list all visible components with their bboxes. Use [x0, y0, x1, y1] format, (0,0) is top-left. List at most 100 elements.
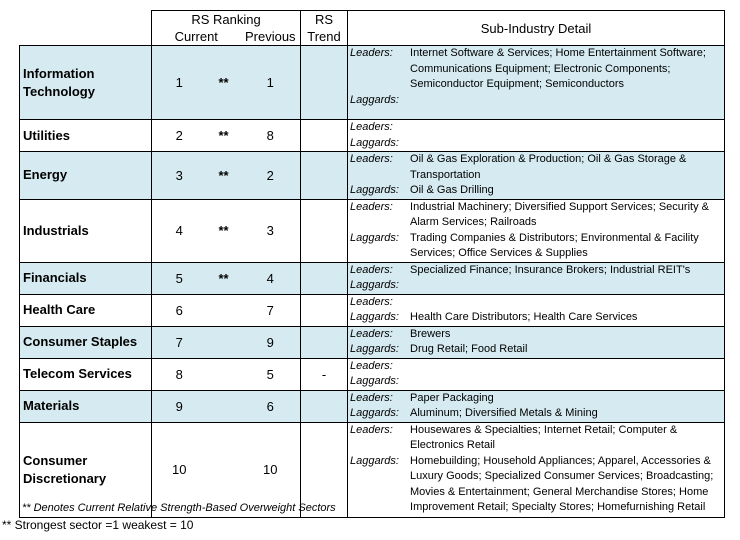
leaders-text — [410, 295, 724, 311]
laggards-text — [410, 93, 724, 109]
laggards-text: Oil & Gas Drilling — [410, 184, 494, 196]
laggards-text: Drug Retail; Food Retail — [410, 343, 528, 355]
leaders-group: Leaders: Specialized Finance; Insurance B… — [348, 263, 724, 279]
leaders-group: Leaders: Brewers — [348, 327, 724, 343]
laggards-group: Laggards: Oil & Gas Drilling — [348, 183, 724, 199]
laggards-text — [410, 278, 724, 294]
sector-name: Consumer Staples — [19, 325, 152, 359]
rs-trend — [300, 325, 348, 359]
footnote-scale: ** Strongest sector =1 weakest = 10 — [2, 518, 194, 532]
current-rank: 1 — [151, 45, 207, 120]
overweight-marker: ** — [206, 45, 241, 120]
leaders-label: Leaders: — [350, 359, 393, 372]
table-body: Information Technology 1 ** 1 Leaders: Intern… — [19, 45, 726, 518]
leaders-text: Housewares & Specialties; Internet Retai… — [410, 423, 678, 452]
previous-rank: 7 — [240, 293, 301, 327]
rs-trend: - — [300, 357, 348, 391]
current-rank: 8 — [151, 357, 207, 391]
laggards-group: Laggards: — [348, 136, 724, 152]
leaders-group: Leaders: Internet Software & Services; Ho… — [348, 46, 724, 93]
table-row: Financials 5 ** 4 Leaders: Specialized Financ… — [19, 261, 726, 295]
sector-name: Health Care — [19, 293, 152, 327]
overweight-marker — [206, 325, 241, 359]
leaders-label: Leaders: — [350, 391, 393, 404]
current-rank: 6 — [151, 293, 207, 327]
sector-name: Industrials — [19, 198, 152, 263]
rs-ranking-table: RS Ranking RS Sub-Industry Detail Curren… — [19, 10, 726, 518]
header-rs-ranking: RS Ranking — [150, 10, 301, 28]
current-rank: 5 — [151, 261, 207, 295]
table-row: Information Technology 1 ** 1 Leaders: Intern… — [19, 45, 726, 120]
leaders-group: Leaders: — [348, 295, 724, 311]
sector-name: Consumer Discretionary — [19, 421, 152, 518]
leaders-text: Brewers — [410, 327, 451, 340]
overweight-marker: ** — [206, 261, 241, 295]
laggards-text: Aluminum; Diversified Metals & Mining — [410, 407, 598, 419]
laggards-label: Laggards: — [350, 375, 399, 387]
previous-rank: 6 — [240, 389, 301, 423]
header-trend: Trend — [300, 28, 348, 46]
table-row: Consumer Staples 7 9 Leaders: Brewers Laggard… — [19, 325, 726, 359]
laggards-text — [410, 136, 724, 152]
overweight-marker: ** — [206, 198, 241, 263]
rs-trend — [300, 198, 348, 263]
laggards-group: Laggards: — [348, 93, 724, 109]
leaders-label: Leaders: — [350, 121, 393, 133]
leaders-label: Leaders: — [350, 295, 393, 308]
sector-name: Materials — [19, 389, 152, 423]
leaders-text: Specialized Finance; Insurance Brokers; … — [410, 263, 691, 276]
previous-rank: 9 — [240, 325, 301, 359]
table-row: Materials 9 6 Leaders: Paper Packaging Laggar… — [19, 389, 726, 423]
laggards-text: Homebuilding; Household Appliances; Appa… — [410, 454, 714, 514]
rs-trend — [300, 151, 348, 200]
laggards-text — [410, 374, 724, 390]
laggards-label: Laggards: — [350, 279, 399, 291]
leaders-group: Leaders: — [348, 359, 724, 375]
overweight-marker — [206, 293, 241, 327]
laggards-label: Laggards: — [350, 407, 399, 419]
leaders-text: Oil & Gas Exploration & Production; Oil … — [410, 153, 687, 181]
rs-trend — [300, 119, 348, 152]
leaders-label: Leaders: — [350, 423, 393, 436]
previous-rank: 8 — [240, 119, 301, 152]
table-row: Telecom Services 8 5- Leaders: Laggards: — [19, 357, 726, 391]
table-row: Industrials 4 ** 3 Leaders: Industrial Machin… — [19, 198, 726, 263]
sub-industry-detail: Leaders: Laggards: — [347, 119, 726, 152]
header-rs-trend-line1: RS — [300, 10, 348, 28]
leaders-group: Leaders: Industrial Machinery; Diversifie… — [348, 200, 724, 231]
laggards-label: Laggards: — [350, 231, 399, 244]
previous-rank: 10 — [240, 421, 301, 518]
table-row: Utilities 2 ** 8 Leaders: Laggards: — [19, 119, 726, 152]
leaders-text: Paper Packaging — [410, 391, 494, 404]
leaders-group: Leaders: Housewares & Specialties; Intern… — [348, 423, 724, 454]
sub-industry-detail: Leaders: Laggards: Health Care Distributor… — [347, 293, 726, 327]
leaders-group: Leaders: Oil & Gas Exploration & Producti… — [348, 152, 724, 183]
current-rank: 9 — [151, 389, 207, 423]
rs-trend — [300, 45, 348, 120]
laggards-label: Laggards: — [350, 184, 399, 196]
leaders-label: Leaders: — [350, 200, 393, 213]
laggards-text: Trading Companies & Distributors; Enviro… — [410, 231, 699, 260]
sector-name: Financials — [19, 261, 152, 295]
rs-trend — [300, 293, 348, 327]
overweight-marker — [206, 357, 241, 391]
leaders-text: Industrial Machinery; Diversified Suppor… — [410, 200, 709, 229]
laggards-label: Laggards: — [350, 136, 399, 149]
sub-industry-detail: Leaders: Oil & Gas Exploration & Producti… — [347, 151, 726, 200]
laggards-label: Laggards: — [350, 311, 399, 323]
sub-industry-detail: Leaders: Industrial Machinery; Diversifie… — [347, 198, 726, 263]
current-rank: 3 — [151, 151, 207, 200]
header-previous: Previous — [244, 29, 296, 44]
header-sub-industry-detail: Sub-Industry Detail — [347, 10, 726, 46]
laggards-label: Laggards: — [350, 343, 399, 355]
sector-name: Information Technology — [19, 45, 152, 120]
previous-rank: 5 — [240, 357, 301, 391]
laggards-group: Laggards: Drug Retail; Food Retail — [348, 342, 724, 358]
sub-industry-detail: Leaders: Specialized Finance; Insurance B… — [347, 261, 726, 295]
previous-rank: 1 — [240, 45, 301, 120]
laggards-label: Laggards: — [350, 454, 399, 467]
sub-industry-detail: Leaders: Brewers Laggards: Drug Retail; Foo… — [347, 325, 726, 359]
table-row: Energy 3 ** 2 Leaders: Oil & Gas Exploration … — [19, 151, 726, 200]
sub-industry-detail: Leaders: Paper Packaging Laggards: Aluminum… — [347, 389, 726, 423]
sector-name: Energy — [19, 151, 152, 200]
